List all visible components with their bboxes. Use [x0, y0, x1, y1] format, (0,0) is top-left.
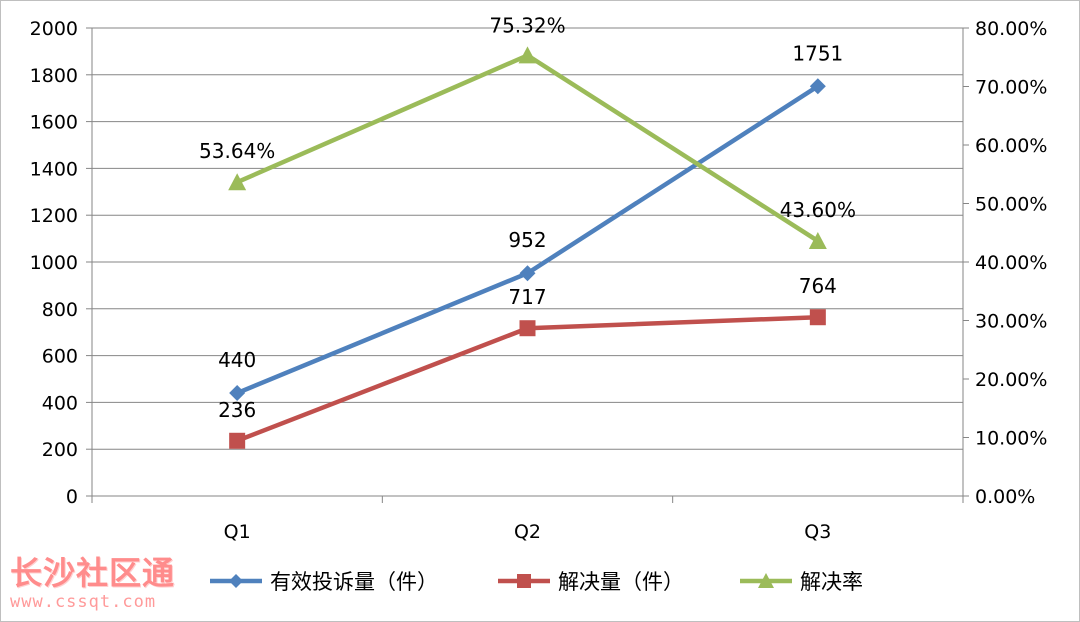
- y-left-tick-label: 400: [42, 392, 78, 414]
- y-left-tick-label: 2000: [30, 18, 78, 40]
- legend-label: 解决量（件）: [558, 570, 684, 594]
- y-right-tick-label: 30.00%: [975, 311, 1047, 333]
- x-tick-label: Q3: [804, 521, 831, 543]
- y-left-tick-label: 1200: [30, 205, 78, 227]
- y-left-tick-label: 1600: [30, 112, 78, 134]
- y-left-tick-label: 1800: [30, 65, 78, 87]
- y-right-tick-label: 50.00%: [975, 194, 1047, 216]
- x-tick-label: Q1: [224, 521, 251, 543]
- y-right-tick-label: 40.00%: [975, 252, 1047, 274]
- data-point-2: [229, 432, 246, 449]
- data-label: 952: [508, 228, 546, 252]
- y-left-tick-label: 1000: [30, 252, 78, 274]
- series-line-3: [236, 53, 820, 243]
- data-point-2: [519, 320, 536, 337]
- data-label: 440: [218, 348, 256, 372]
- data-point-3: [228, 173, 247, 191]
- y-right-tick-label: 20.00%: [975, 369, 1047, 391]
- y-left-tick-label: 0: [66, 486, 78, 508]
- data-label: 43.60%: [780, 198, 856, 222]
- y-left-tick-label: 1400: [30, 158, 78, 180]
- data-point-1: [519, 265, 536, 282]
- y-right-tick-label: 80.00%: [975, 18, 1047, 40]
- data-label: 1751: [792, 41, 843, 65]
- y-right-tick-label: 70.00%: [975, 77, 1047, 99]
- data-point-1: [229, 385, 246, 402]
- data-label: 53.64%: [199, 139, 275, 163]
- data-point-3: [518, 46, 537, 64]
- y-right-tick-label: 60.00%: [975, 135, 1047, 157]
- y-left-tick-label: 600: [42, 346, 78, 368]
- data-point-1: [809, 78, 826, 95]
- data-label: 764: [799, 274, 837, 298]
- data-point-3: [808, 231, 827, 249]
- y-left-tick-label: 800: [42, 299, 78, 321]
- y-right-tick-label: 0.00%: [975, 486, 1035, 508]
- legend-label: 有效投诉量（件）: [270, 570, 438, 594]
- data-point-2: [809, 309, 826, 326]
- watermark-url: www.cssqt.com: [10, 592, 157, 612]
- data-label: 75.32%: [489, 13, 565, 37]
- legend-marker-2: [517, 574, 531, 588]
- legend-label: 解决率: [800, 570, 863, 594]
- watermark-logo: 长沙社区通 www.cssqt.com: [10, 548, 175, 612]
- legend-marker-3: [758, 573, 774, 588]
- data-label: 236: [218, 398, 256, 422]
- y-left-tick-label: 200: [42, 439, 78, 461]
- legend-marker-1: [229, 574, 243, 588]
- y-right-tick-label: 10.00%: [975, 428, 1047, 450]
- data-label: 717: [508, 285, 546, 309]
- x-tick-label: Q2: [514, 521, 541, 543]
- watermark-text: 长沙社区通: [10, 554, 176, 592]
